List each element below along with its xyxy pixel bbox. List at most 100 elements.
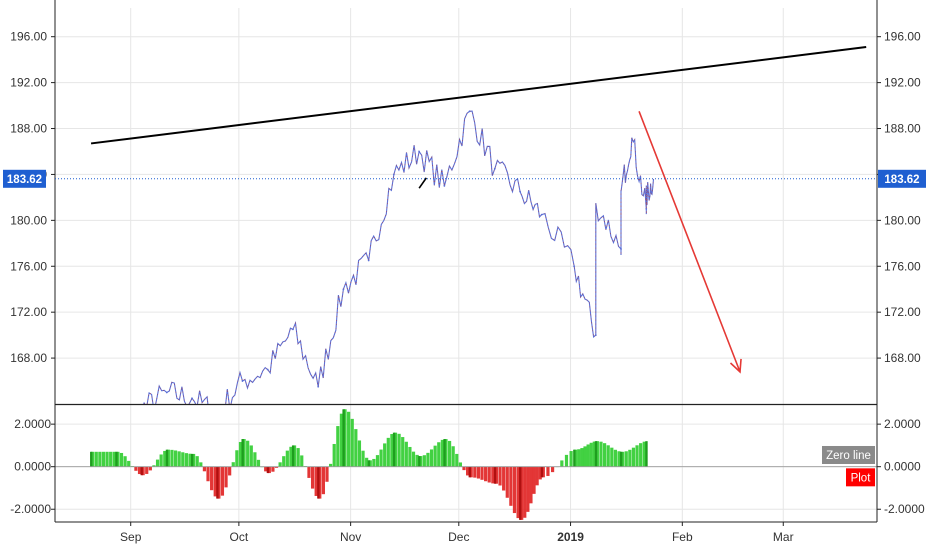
osc-bar-17-2 <box>526 466 530 512</box>
price-point-7 <box>266 368 269 371</box>
osc-bar-9-0 <box>318 466 322 499</box>
osc-bar-14-4 <box>458 462 462 467</box>
osc-bar-0-6 <box>112 451 116 467</box>
osc-tick-label-left-2: -2.0000 <box>10 502 51 516</box>
x-tick-label-dec: Dec <box>448 530 469 544</box>
osc-bar-15-3 <box>480 466 484 480</box>
osc-bar-20-0 <box>595 441 599 467</box>
osc-bar-16-4 <box>509 466 513 506</box>
projection-arrow-head <box>729 358 742 374</box>
osc-bar-2-3 <box>152 465 156 467</box>
osc-bar-13-3 <box>429 449 434 467</box>
osc-value-bar-21 <box>620 451 623 467</box>
osc-bar-19-0 <box>574 449 578 467</box>
osc-bar-21-4 <box>635 445 639 467</box>
price-point-10 <box>342 288 345 291</box>
osc-bar-16-0 <box>494 466 499 484</box>
osc-bar-14-2 <box>451 446 455 467</box>
osc-bar-10-1 <box>347 411 351 467</box>
osc-bar-6-0 <box>242 439 246 467</box>
x-tick-label-oct: Oct <box>230 530 249 544</box>
osc-bar-5-4 <box>231 462 235 467</box>
osc-bar-0-4 <box>105 451 109 467</box>
osc-bar-21-6 <box>642 441 646 467</box>
price-point-21 <box>620 248 622 250</box>
osc-bar-8-4 <box>307 466 311 478</box>
osc-bar-11-1 <box>372 458 376 467</box>
osc-bar-8-5 <box>310 466 315 489</box>
osc-value-bar-22 <box>645 441 648 467</box>
osc-bar-9-1 <box>321 466 325 495</box>
osc-bar-4-0 <box>192 453 196 467</box>
osc-bar-16-2 <box>502 466 506 491</box>
osc-bar-15-5 <box>487 466 491 483</box>
price-tick-label-right-4: 180.00 <box>884 213 921 227</box>
osc-bar-11-2 <box>375 455 380 467</box>
osc-bar-0-2 <box>98 451 102 467</box>
osc-bar-2-4 <box>155 459 160 467</box>
osc-bar-6-6 <box>264 466 268 472</box>
osc-bar-1-1 <box>119 452 124 467</box>
osc-bar-1-3 <box>127 460 131 467</box>
osc-bar-16-6 <box>516 466 520 519</box>
price-point-12 <box>392 173 395 176</box>
osc-bar-7-5 <box>285 450 289 467</box>
current-price-badge-right <box>878 169 926 188</box>
osc-bar-10-4 <box>357 440 362 467</box>
osc-bar-14-0 <box>444 439 448 467</box>
osc-bar-8-6 <box>314 466 318 496</box>
osc-bar-4-4 <box>206 466 210 482</box>
osc-bar-14-3 <box>455 453 459 467</box>
osc-bar-11-0 <box>368 460 372 467</box>
osc-bar-3-1 <box>170 449 174 467</box>
osc-bar-2-0 <box>141 466 145 476</box>
osc-bar-12-1 <box>397 433 401 467</box>
price-series-down-ticks <box>143 110 654 404</box>
osc-bar-8-1 <box>296 448 300 467</box>
grid-layer <box>55 8 877 522</box>
osc-value-bar-1 <box>115 451 118 467</box>
osc-value-bar-17 <box>519 466 522 520</box>
osc-bar-4-5 <box>210 466 214 491</box>
osc-value-bar-15 <box>468 466 472 478</box>
x-tick-label-feb: Feb <box>672 530 693 544</box>
price-tick-label-right-5: 176.00 <box>884 259 921 273</box>
osc-bar-10-6 <box>365 457 369 467</box>
osc-bar-17-5 <box>535 466 539 486</box>
oscillator-panel <box>55 409 877 520</box>
osc-bar-7-2 <box>274 466 279 468</box>
osc-bar-19-2 <box>580 448 584 467</box>
osc-bar-19-6 <box>592 441 596 467</box>
osc-value-bar-6 <box>241 439 244 467</box>
osc-tick-label-left-1: 0.0000 <box>14 460 51 474</box>
osc-bar-7-3 <box>278 462 282 467</box>
osc-bar-10-5 <box>361 450 365 467</box>
price-tick-label-left-0: 196.00 <box>10 30 47 44</box>
osc-tick-label-right-0: 2.0000 <box>884 417 921 431</box>
osc-bar-3-5 <box>184 453 188 467</box>
osc-bar-12-6 <box>415 454 419 467</box>
price-tick-label-right-0: 196.00 <box>884 30 921 44</box>
price-point-19 <box>573 265 576 268</box>
osc-bar-3-0 <box>166 449 170 467</box>
osc-bar-7-4 <box>282 456 286 467</box>
osc-bar-19-5 <box>589 442 593 467</box>
price-tick-label-left-4: 180.00 <box>10 213 47 227</box>
osc-bar-2-6 <box>163 450 167 467</box>
osc-bar-3-4 <box>181 452 185 467</box>
x-tick-label-nov: Nov <box>340 530 361 544</box>
price-tick-label-right-2: 188.00 <box>884 122 921 136</box>
legend-plot-badge <box>846 468 875 487</box>
price-point-11 <box>367 259 370 262</box>
price-point-18 <box>540 213 543 216</box>
osc-value-bar-2 <box>140 466 143 476</box>
osc-bar-9-2 <box>325 466 329 482</box>
osc-bar-7-1 <box>271 466 275 472</box>
osc-bar-15-0 <box>469 466 473 478</box>
osc-bar-11-6 <box>390 434 394 467</box>
osc-bar-20-4 <box>610 447 614 467</box>
osc-bar-4-3 <box>202 466 207 472</box>
price-tick-label-right-1: 192.00 <box>884 76 921 90</box>
osc-tick-label-right-1: 0.0000 <box>884 460 921 474</box>
